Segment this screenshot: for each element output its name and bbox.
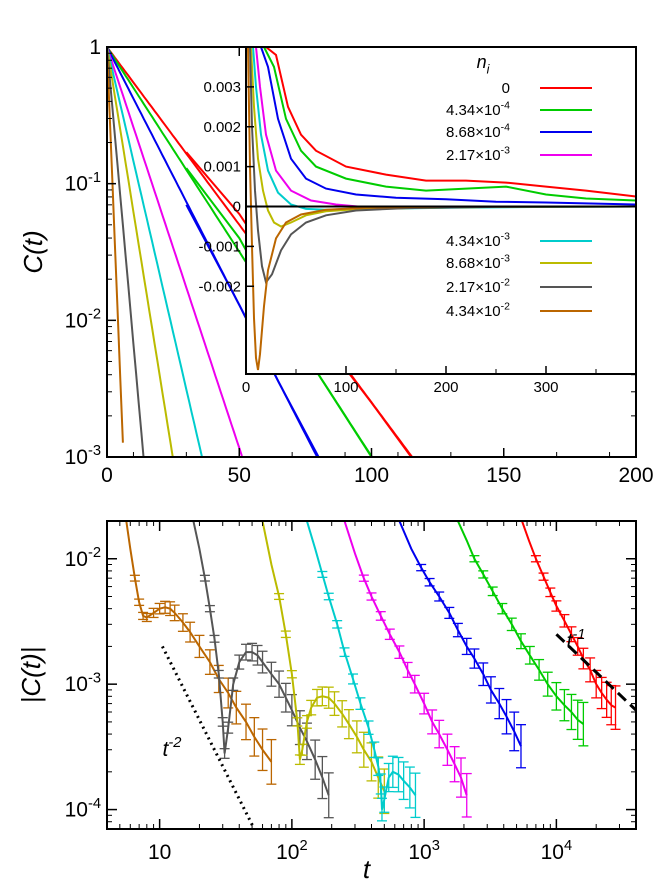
inset-legend-label: 4.34×10-4 [446, 100, 510, 119]
bottom-series-line [343, 521, 468, 796]
bottom-series-group [125, 521, 636, 829]
inset-legend-label: 0 [502, 80, 510, 97]
bottom-series-line [521, 521, 616, 709]
inset-y-tick-label: -0.002 [198, 278, 241, 295]
annotation-t-minus-2: t-2 [163, 735, 182, 761]
top-series-line [107, 47, 174, 457]
bottom-x-tick-label: 102 [276, 838, 308, 864]
inset-x-tick-label: 0 [242, 379, 250, 396]
top-x-tick-label: 50 [228, 464, 251, 487]
inset-series-line [263, 47, 636, 202]
top-y-axis-label: C(t) [18, 230, 48, 273]
bottom-panel: 10 102 103 104 10-2 10-3 10-4 t-2 t-1 t |C(t)| [16, 520, 637, 884]
top-series-line [107, 47, 124, 443]
inset-legend-label: 4.34×10-2 [446, 301, 510, 320]
bottom-x-tick-label: 103 [408, 838, 440, 864]
bottom-x-tick-label: 10 [148, 841, 171, 864]
bottom-series-line [305, 521, 417, 810]
inset-legend-label: 2.17×10-2 [446, 277, 510, 296]
bottom-series-line [192, 521, 330, 796]
guide-line-dotted [161, 645, 256, 829]
bottom-x-axis-label: t [363, 854, 372, 884]
inset-y-tick-label: 0.003 [203, 79, 241, 96]
top-y-tick-label: 1 [89, 36, 101, 59]
inset-series-group [247, 47, 636, 371]
bottom-series-line [398, 521, 522, 747]
inset-x-tick-label: 100 [333, 379, 358, 396]
inset-frame [245, 46, 637, 375]
bottom-series-line [125, 521, 273, 763]
bottom-y-tick-label: 10-3 [65, 670, 101, 696]
annotation-t-minus-1: t-1 [567, 627, 586, 653]
inset-background [246, 47, 636, 374]
bottom-frame [106, 520, 637, 830]
inset-legend-label: 8.68×10-3 [446, 253, 510, 272]
top-series-line [107, 47, 145, 457]
top-y-tick-label: 10-1 [65, 170, 101, 196]
bottom-y-axis-label: |C(t)| [16, 647, 46, 704]
inset-x-tick-label: 200 [433, 379, 458, 396]
bottom-x-tick-label: 104 [541, 838, 573, 864]
top-x-tick-label: 150 [486, 464, 521, 487]
top-series-line [107, 47, 204, 457]
inset-panel: 0 100 200 300 0.003 0.002 0.001 0 -0.001 -0.002 ni… [198, 46, 637, 396]
top-x-tick-label: 100 [354, 464, 389, 487]
inset-legend-title: ni [477, 52, 491, 76]
top-panel: 0 50 100 150 200 1 10-1 10-2 10-3 C(t) [18, 36, 654, 487]
top-y-tick-label: 10-3 [65, 443, 101, 469]
top-series-line [107, 47, 243, 457]
inset-y-tick-label: 0.002 [203, 119, 241, 136]
inset-series-line [247, 47, 636, 371]
bottom-series-line [261, 521, 386, 792]
inset-series-line [249, 47, 636, 285]
inset-y-tick-label: 0.001 [203, 159, 241, 176]
top-y-tick-label: 10-2 [65, 307, 101, 333]
inset-x-tick-label: 300 [533, 379, 558, 396]
top-x-tick-label: 200 [618, 464, 653, 487]
inset-y-tick-label: -0.001 [198, 238, 241, 255]
guide-line-dashed [555, 633, 636, 712]
inset-series-line [265, 47, 636, 198]
inset-y-tick-label: 0 [233, 199, 241, 216]
bottom-y-tick-label: 10-4 [65, 796, 101, 822]
inset-legend-label: 8.68×10-4 [446, 122, 510, 141]
inset-legend-label: 4.34×10-3 [446, 231, 510, 250]
inset-legend-label: 2.17×10-3 [446, 145, 510, 164]
top-x-tick-label: 0 [101, 464, 113, 487]
bottom-y-tick-label: 10-2 [65, 545, 101, 571]
inset-series-line [260, 47, 636, 206]
